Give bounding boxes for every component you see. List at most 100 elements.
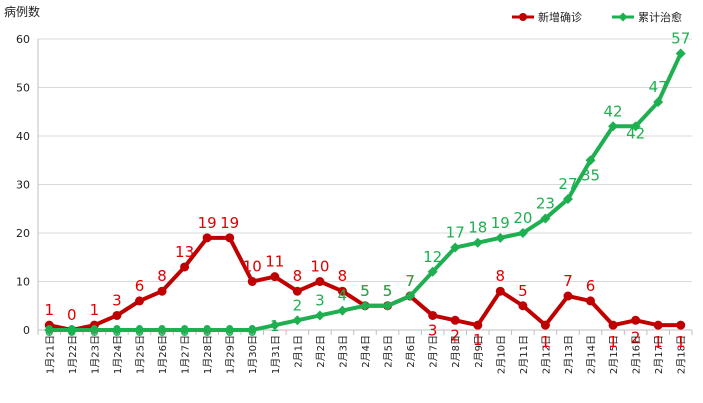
data-point	[247, 325, 258, 335]
data-point	[631, 315, 641, 325]
data-point	[337, 305, 348, 316]
series-lines	[44, 48, 686, 335]
x-tick-label: 2月14日	[586, 335, 598, 374]
x-tick-label: 2月17日	[653, 335, 665, 374]
data-label: 5	[383, 282, 393, 300]
data-point	[360, 300, 370, 311]
data-point	[202, 325, 213, 335]
x-tick-label: 2月6日	[405, 335, 417, 368]
data-label: 10	[310, 258, 329, 276]
data-point	[314, 310, 325, 321]
data-point	[540, 213, 551, 224]
data-label: 6	[135, 277, 145, 295]
data-label: 12	[423, 248, 442, 266]
y-tick-label: 50	[16, 82, 30, 95]
data-point	[44, 325, 55, 335]
data-label: 42	[604, 102, 623, 120]
data-label: 0	[225, 322, 235, 340]
data-label: 0	[90, 322, 100, 340]
data-point	[405, 291, 416, 302]
x-tick-label: 2月9日	[473, 335, 485, 368]
data-label: 5	[383, 282, 393, 300]
data-point	[315, 277, 325, 286]
data-point	[157, 286, 167, 296]
data-point	[586, 296, 596, 306]
y-tick-label: 60	[16, 33, 30, 46]
x-tick-label: 2月3日	[337, 335, 349, 368]
data-label: 11	[265, 253, 284, 271]
data-point	[495, 286, 505, 296]
data-point	[382, 300, 393, 311]
x-tick-label: 1月30日	[247, 335, 259, 374]
data-label: 57	[671, 30, 690, 48]
data-label: 1	[541, 333, 551, 351]
data-label: 1	[45, 301, 55, 319]
data-label: 7	[405, 272, 415, 290]
data-label: 0	[45, 322, 55, 340]
y-tick-label: 30	[16, 179, 30, 192]
y-tick-label: 10	[16, 276, 30, 289]
data-point	[89, 325, 100, 335]
data-label: 19	[198, 214, 217, 232]
data-point	[675, 48, 686, 59]
x-tick-label: 1月22日	[67, 335, 79, 374]
data-label: 0	[180, 322, 190, 340]
data-point	[428, 310, 438, 320]
data-label: 1	[270, 317, 280, 335]
data-label: 19	[491, 214, 510, 232]
gridlines	[38, 38, 692, 282]
x-tick-label: 2月12日	[540, 335, 552, 374]
data-point	[676, 320, 686, 330]
data-label: 2	[450, 326, 460, 344]
data-label: 7	[563, 272, 573, 290]
x-tick-label: 2月7日	[428, 335, 440, 368]
data-point	[225, 233, 235, 243]
data-label: 10	[243, 258, 262, 276]
data-point	[517, 228, 528, 238]
x-tick-label: 2月11日	[518, 335, 530, 374]
x-tick-label: 2月16日	[631, 335, 643, 374]
data-label: 3	[112, 291, 122, 309]
data-label: 1	[676, 333, 686, 351]
data-label: 0	[67, 306, 77, 324]
data-label: 19	[220, 214, 239, 232]
data-point	[495, 232, 506, 243]
y-tick-label: 0	[23, 324, 30, 337]
data-label: 8	[157, 267, 167, 285]
data-label: 27	[558, 175, 577, 193]
data-point	[112, 310, 122, 320]
data-point	[180, 262, 190, 272]
data-label: 17	[446, 224, 465, 242]
data-label: 0	[135, 322, 145, 340]
data-label: 47	[649, 78, 668, 96]
data-label: 5	[360, 282, 370, 300]
data-point	[292, 315, 303, 326]
data-label: 8	[338, 267, 348, 285]
data-label: 0	[112, 322, 122, 340]
data-label: 3	[315, 291, 325, 309]
data-label: 5	[518, 282, 528, 300]
data-label: 0	[67, 322, 77, 340]
data-label: 7	[405, 272, 415, 290]
data-label: 1	[90, 301, 100, 319]
x-tick-label: 2月5日	[383, 335, 395, 368]
data-label: 23	[536, 194, 555, 212]
data-point	[630, 121, 641, 132]
data-point	[337, 286, 347, 296]
x-tick-labels: 1月21日 1月22日 1月23日 1月24日 1月25日 1月26日 1月27日 1月28日…	[44, 335, 687, 374]
data-label: 8	[293, 267, 303, 285]
y-tick-labels: 0 10 20 30 40 50 60	[16, 33, 30, 337]
data-label: 0	[247, 322, 257, 340]
legend-marker	[519, 13, 527, 21]
data-point	[292, 286, 302, 296]
data-point	[427, 266, 438, 277]
x-tick-label: 1月31日	[270, 335, 282, 374]
data-point	[66, 325, 77, 335]
data-point	[111, 325, 122, 335]
x-tick-label: 1月26日	[157, 335, 169, 374]
x-tick-label: 2月1日	[292, 335, 304, 368]
data-point	[247, 277, 257, 286]
data-point	[608, 121, 619, 132]
data-label: 13	[175, 243, 194, 261]
